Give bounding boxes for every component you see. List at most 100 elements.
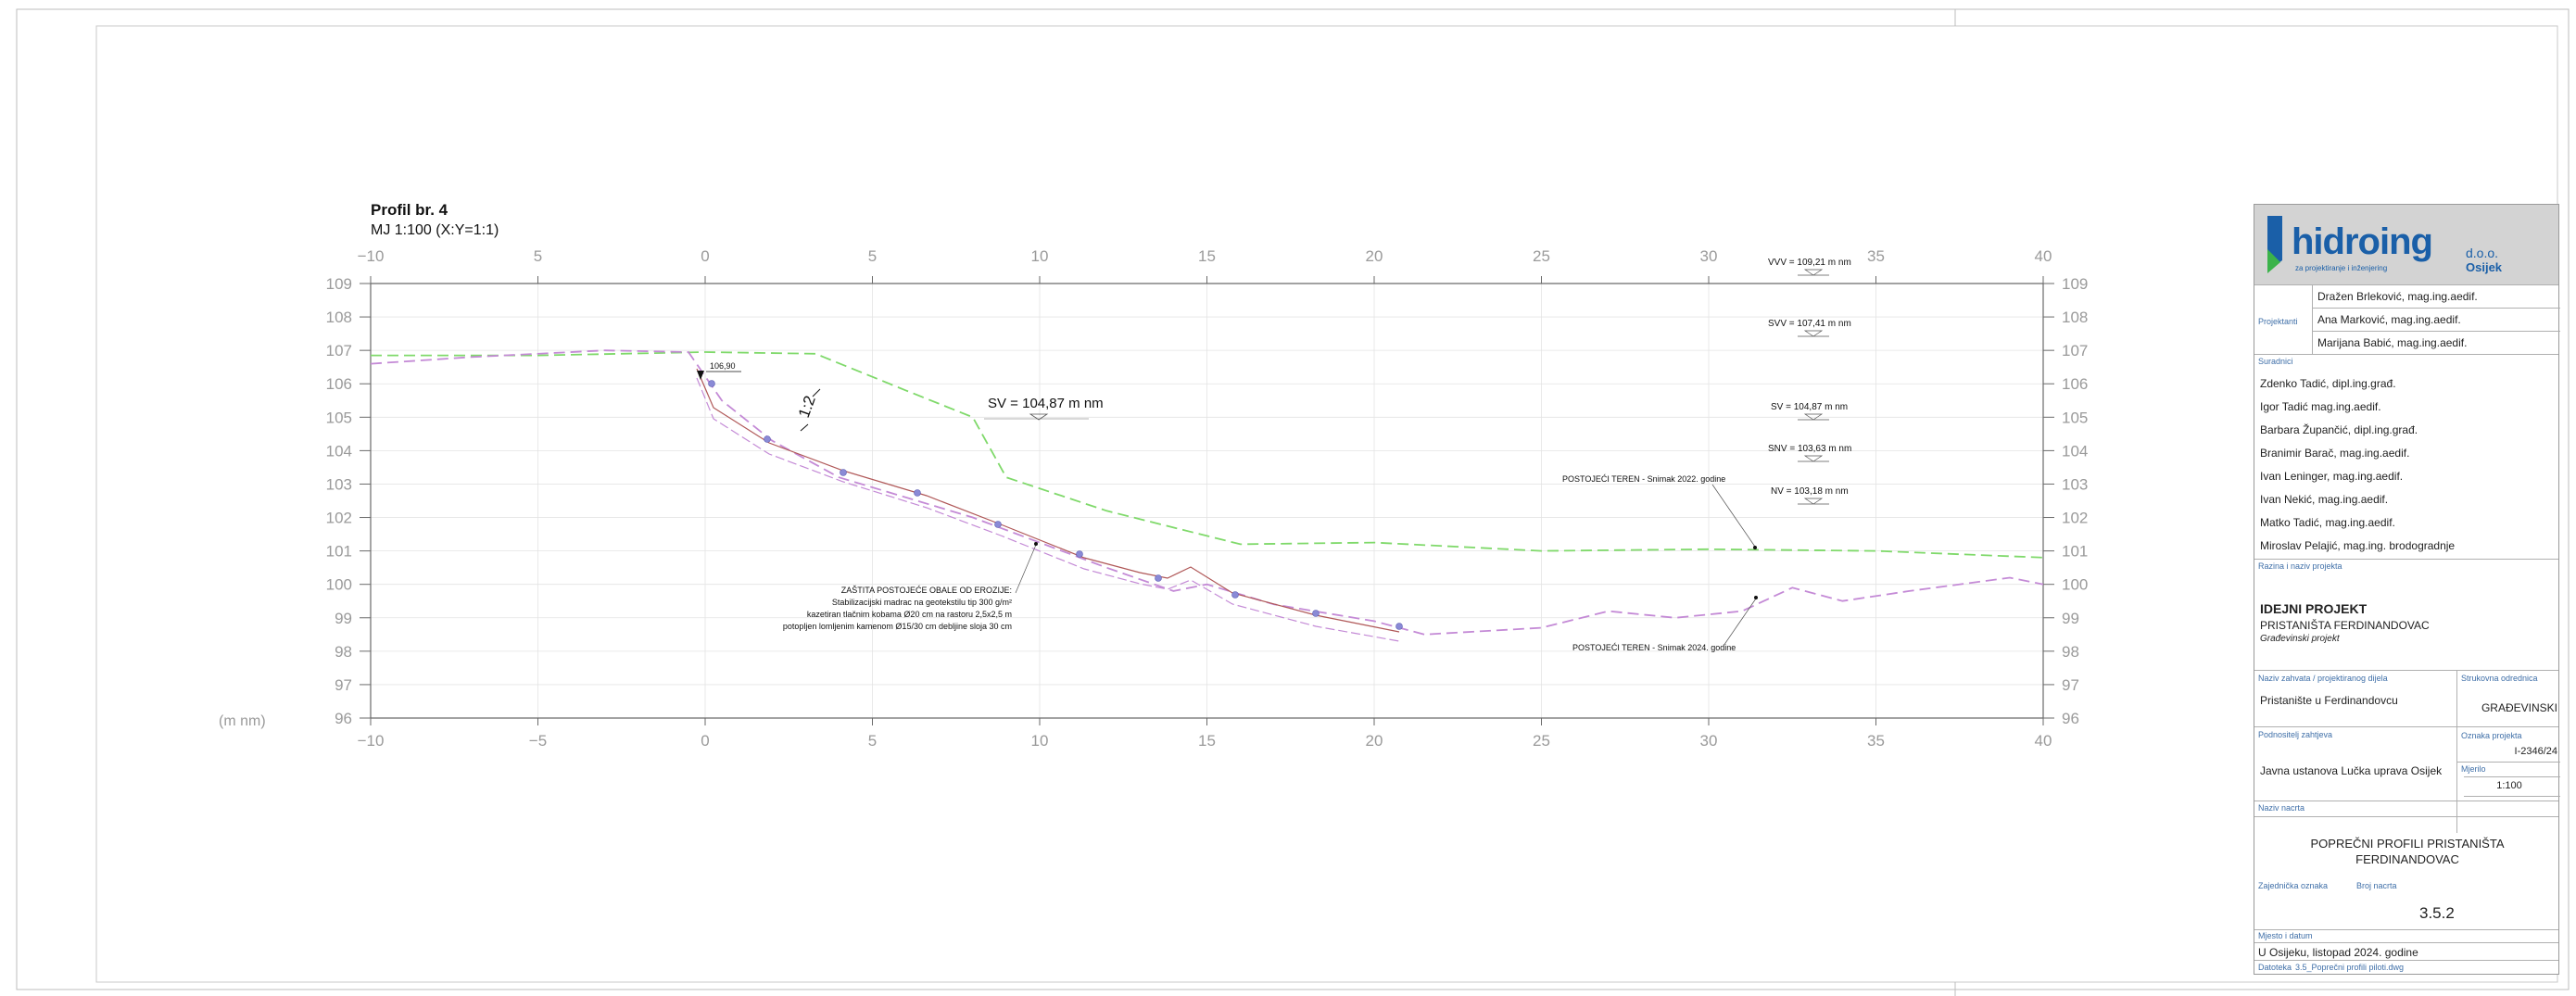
y-tick-label-right: 102 <box>2062 510 2088 527</box>
profile-scale: MJ 1:100 (X:Y=1:1) <box>371 222 499 238</box>
y-tick-label-right: 103 <box>2062 475 2088 493</box>
anchor-dot <box>914 489 921 497</box>
chart-axes <box>360 276 2054 725</box>
x-tick-label: 40 <box>2035 732 2052 750</box>
x-tick-label-top: −10 <box>358 247 385 265</box>
x-tick-label-top: 30 <box>1700 247 1718 265</box>
vvv-symbol <box>1798 269 1829 276</box>
profile-title: Profil br. 4 <box>371 201 448 219</box>
projektant-2: Ana Marković, mag.ing.aedif. <box>2317 313 2461 326</box>
suradnik-2: Igor Tadić mag.ing.aedif. <box>2260 400 2381 413</box>
protection-anchor-dots <box>708 380 1403 630</box>
suradnik-1: Zdenko Tadić, dipl.ing.građ. <box>2260 377 2396 390</box>
y-tick-label-right: 108 <box>2062 309 2088 326</box>
anchor-dot <box>1395 623 1403 630</box>
y-tick-label-right: 107 <box>2062 342 2088 359</box>
project-level: IDEJNI PROJEKT <box>2260 601 2368 616</box>
protection-pointer <box>1034 542 1038 546</box>
svv-label: SVV = 107,41 m nm <box>1768 319 1851 329</box>
sheet-border-outer <box>16 8 2570 990</box>
y-tick-label-left: 100 <box>326 576 352 594</box>
x-tick-label: 35 <box>1867 732 1885 750</box>
protection-line-1: Stabilizacijski madrac na geotekstilu ti… <box>832 598 1012 607</box>
title-block: hidroing d.o.o. Osijek za projektiranje … <box>2254 204 2560 975</box>
podnositelj-label: Podnositelj zahtjeva <box>2258 730 2333 739</box>
x-tick-label-top: 5 <box>534 247 542 265</box>
zahvat-label: Naziv zahvata / projektiranog dijela <box>2258 674 2388 683</box>
x-tick-label-top: 40 <box>2035 247 2052 265</box>
y-tick-label-left: 98 <box>335 643 352 661</box>
broj-value: 3.5.2 <box>2419 904 2455 922</box>
x-tick-label: 5 <box>868 732 877 750</box>
snv-label: SNV = 103,63 m nm <box>1768 444 1851 454</box>
podnositelj-value: Javna ustanova Lučka uprava Osijek <box>2260 764 2443 777</box>
x-tick-label-top: 15 <box>1198 247 1216 265</box>
y-tick-label-left: 105 <box>326 409 352 426</box>
y-tick-label-left: 96 <box>335 710 352 727</box>
protection-leader <box>1015 544 1037 594</box>
nacrt-value: POPREČNI PROFILI PRISTANIŠTA FERDINANDOV… <box>2310 837 2505 866</box>
y-tick-label-right: 104 <box>2062 442 2088 460</box>
y-tick-label-right: 105 <box>2062 409 2088 426</box>
anchor-dot <box>840 469 847 476</box>
y-tick-label-left: 99 <box>335 610 352 627</box>
x-tick-label: 15 <box>1198 732 1216 750</box>
y-tick-label-left: 106 <box>326 375 352 393</box>
projektant-3: Marijana Babić, mag.ing.aedif. <box>2317 336 2468 349</box>
nacrt-label: Naziv nacrta <box>2258 803 2305 813</box>
oznaka-label: Oznaka projekta <box>2461 731 2522 740</box>
water-levels-legend: VVV = 109,21 m nm SVV = 107,41 m nm SV =… <box>1768 258 1851 505</box>
mjesto-label: Mjesto i datum <box>2258 931 2313 940</box>
x-tick-label-top: 0 <box>701 247 709 265</box>
projektant-1: Dražen Brleković, mag.ing.aedif. <box>2317 290 2478 303</box>
y-tick-label-left: 109 <box>326 275 352 293</box>
zahvat-value: Pristanište u Ferdinandovcu <box>2260 694 2398 707</box>
x-tick-label: 25 <box>1533 732 1550 750</box>
y-tick-label-left: 108 <box>326 309 352 326</box>
x-tick-labels: −10 −5 0 5 10 15 20 25 30 35 40 <box>358 732 2052 750</box>
suradnik-4: Branimir Barač, mag.ing.aedif. <box>2260 447 2410 460</box>
project-subtitle: Građevinski projekt <box>2260 634 2340 644</box>
company-tagline: za projektiranje i inženjering <box>2295 264 2388 272</box>
y-tick-label-right: 100 <box>2062 576 2088 594</box>
slope-label: 1:2 <box>795 394 819 421</box>
slope-tick-2 <box>800 423 809 432</box>
company-name: hidroing <box>2292 221 2433 262</box>
protection-bottom-line <box>696 377 1400 642</box>
logo-mark-icon <box>2267 216 2282 273</box>
protection-line-3: potopljen lomljenim kamenom Ø15/30 cm de… <box>783 622 1012 631</box>
y-tick-label-right: 99 <box>2062 610 2079 627</box>
x-tick-label-top: 10 <box>1031 247 1049 265</box>
zajednicka-label: Zajednička oznaka <box>2258 881 2329 890</box>
suradnik-7: Matko Tadić, mag.ing.aedif. <box>2260 516 2395 529</box>
slope-tick-1 <box>812 388 821 397</box>
y-tick-label-left: 101 <box>326 543 352 561</box>
y-tick-label-right: 97 <box>2062 676 2079 694</box>
sheet-border-inner <box>95 25 2558 983</box>
project-name: PRISTANIŠTA FERDINANDOVAC <box>2260 619 2430 632</box>
company-city: Osijek <box>2466 260 2503 274</box>
x-tick-label: −5 <box>529 732 547 750</box>
y-tick-label-left: 104 <box>326 442 352 460</box>
y-tick-label-left: 102 <box>326 510 352 527</box>
suradnik-5: Ivan Leninger, mag.ing.aedif. <box>2260 470 2404 483</box>
vvv-label: VVV = 109,21 m nm <box>1768 258 1851 268</box>
y-tick-label-left: 103 <box>326 475 352 493</box>
x-tick-label: −10 <box>358 732 385 750</box>
broj-label: Broj nacrta <box>2356 881 2397 890</box>
terrain-2022-label: POSTOJEĆI TEREN - Snimak 2022. godine <box>1562 474 1725 484</box>
company-logo: hidroing d.o.o. Osijek za projektiranje … <box>2254 205 2558 284</box>
anchor-dot <box>1312 610 1320 617</box>
y-tick-labels-right: 96 97 98 99 100 101 102 103 104 105 106 107 108 109 <box>2062 275 2088 727</box>
x-tick-label: 30 <box>1700 732 1718 750</box>
oznaka-value: I-2346/24 <box>2514 746 2557 757</box>
datoteka-value: 3.5_Poprečni profili piloti.dwg <box>2295 963 2405 972</box>
terrain-2022-pointer <box>1753 546 1757 549</box>
terrain-2024-leader <box>1723 598 1757 647</box>
terrain-2022-line <box>371 351 2044 559</box>
razina-label: Razina i naziv projekta <box>2258 561 2342 571</box>
anchor-dot <box>1076 550 1083 558</box>
anchor-dot <box>1155 574 1162 582</box>
terrain-2024-label: POSTOJEĆI TEREN - Snimak 2024. godine <box>1572 643 1736 652</box>
